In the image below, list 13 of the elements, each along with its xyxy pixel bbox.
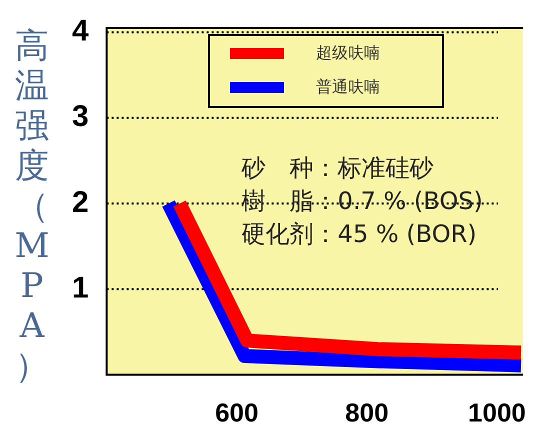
y-tick-label: 2 [72,186,89,219]
x-tick-label: 600 [215,398,258,428]
text: 高温强度（MPA） [14,26,50,386]
legend-label: 普通呋喃 [316,76,380,98]
annotation: 樹 脂：0.7 % (BOS) [242,187,483,216]
y-tick-label: 4 [72,14,89,48]
y-tick-label: 1 [72,271,89,304]
legend-label: 超级呋喃 [316,42,380,64]
annotation: 硬化剂：45 % (BOR) [242,220,477,248]
y-tick-label: 3 [72,100,89,134]
annotation: 砂 种：标准硅砂 [240,154,434,182]
x-tick-label: 800 [345,398,389,428]
x-tick-label: 1000 [468,398,526,428]
